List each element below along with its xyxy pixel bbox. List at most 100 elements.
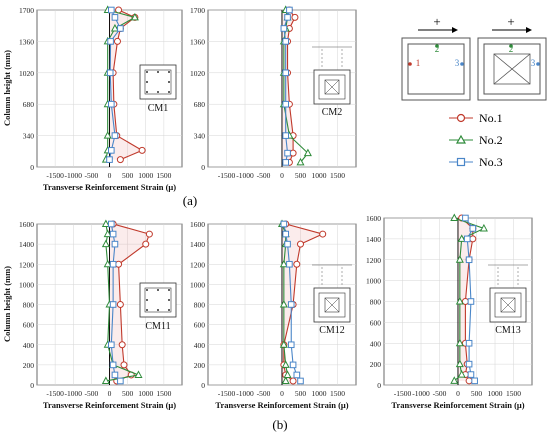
x-tick-label: 500 [122,171,134,180]
data-point [108,100,115,108]
x-tick-label: -1500 [46,171,64,180]
x-tick-label: -500 [257,389,271,398]
data-point [283,370,292,378]
data-point [118,341,126,349]
data-point [115,260,123,268]
x-tick-label: 0 [280,171,284,180]
series-no-3 [106,6,124,163]
data-point [291,13,299,21]
gauge-label-3-right: 3 [531,58,536,68]
y-tick-label: 1000 [190,280,205,289]
y-tick-label: 340 [23,132,35,141]
data-point [108,220,115,228]
data-point [284,14,291,21]
x-tick-label: -500 [85,389,99,398]
y-tick-label: 200 [370,360,382,369]
data-point [297,377,304,385]
x-tick-label: -1500 [394,389,412,398]
data-point [111,14,119,21]
y-tick-label: 1400 [190,240,205,249]
y-tick-label: 1400 [366,235,381,244]
data-point [282,230,289,238]
x-tick-label: -500 [433,389,447,398]
inset-label: CM13 [495,325,521,336]
y-tick-label: 1200 [19,260,34,269]
data-point [457,369,466,378]
y-tick-label: 680 [194,100,206,109]
legend-item-no2: No.2 [449,133,503,147]
x-tick-label: 500 [471,389,483,398]
data-point [134,370,143,378]
x-tick-label: -500 [257,171,271,180]
legend-marker-square-icon [456,157,466,167]
data-point [138,146,146,154]
gauge-label-2-right: 2 [509,44,514,54]
data-point [120,361,128,369]
data-point [465,377,473,385]
inset-section-cm2: CM2 [312,46,352,118]
data-point [108,147,115,154]
y-tick-label: 1600 [366,214,381,223]
legend-marker-triangle-icon [455,134,467,144]
data-point [280,25,288,32]
data-point [469,235,477,243]
data-point [467,298,475,305]
data-point [286,6,293,14]
inset-section-cm12: CM12 [312,264,352,336]
data-point [465,339,473,347]
data-point [108,341,115,349]
x-tick-label: 1500 [330,389,345,398]
x-tick-label: -1000 [236,171,254,180]
data-point [282,100,289,108]
legend-label-no3: No.3 [479,155,503,169]
y-tick-label: 400 [370,339,382,348]
data-point [455,359,464,368]
x-tick-label: -1000 [65,171,83,180]
x-tick-label: -1500 [218,171,236,180]
data-point [142,240,150,248]
x-tick-label: 1000 [138,171,153,180]
y-tick-label: 0 [30,163,34,172]
x-tick-label: 1000 [312,389,327,398]
x-axis-label: Transverse Reinforcement Strain (μ) [43,400,176,410]
x-tick-label: -1500 [218,389,236,398]
y-tick-label: 800 [370,298,382,307]
x-tick-label: 1000 [138,389,153,398]
x-tick-label: 1000 [488,389,503,398]
legend-item-no1: No.1 [449,111,503,125]
y-tick-label: 0 [30,381,34,390]
y-tick-label: 1700 [190,6,205,15]
data-point [462,214,469,222]
data-point [289,361,297,369]
data-point [293,371,301,379]
y-tick-label: 1600 [19,220,34,229]
x-tick-label: 0 [280,389,284,398]
data-point [289,377,297,385]
x-tick-label: -1000 [236,389,254,398]
inset-section-cm13: CM13 [488,264,528,336]
data-point [471,377,478,385]
x-tick-label: 1500 [506,389,521,398]
x-tick-label: 0 [108,389,112,398]
data-point [108,6,115,14]
x-tick-label: 500 [122,389,134,398]
y-tick-label: 340 [194,132,206,141]
data-point [279,259,288,268]
data-point [109,301,117,308]
gauge-label-3-left: 3 [455,58,460,68]
inset-label: CM12 [319,325,345,336]
y-tick-label: 400 [194,341,206,350]
data-point [281,360,290,368]
gauge-label-2-left: 2 [435,44,440,54]
data-point [282,69,289,77]
y-tick-label: 1020 [19,69,34,78]
schematic-right: + 2 3 [477,14,547,101]
data-point [111,371,119,379]
series-no-2 [450,213,488,384]
data-point [455,296,464,305]
data-point [479,223,488,232]
data-point [109,230,117,238]
data-point [450,376,459,384]
y-tick-label: 600 [194,321,206,330]
